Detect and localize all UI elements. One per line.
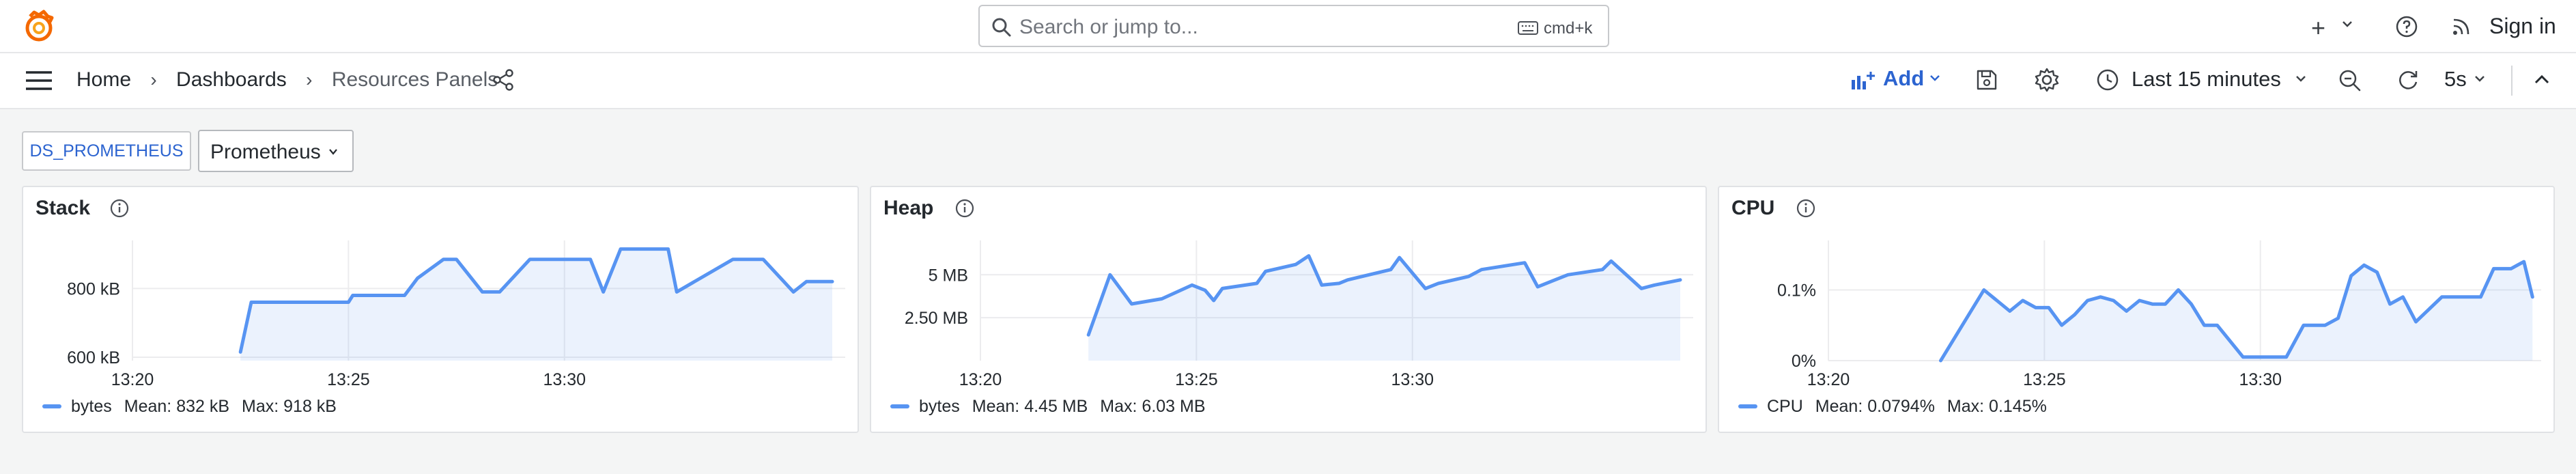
chevron-down-icon — [329, 149, 337, 155]
search-bar[interactable]: Search or jump to... cmd+k — [978, 5, 1609, 47]
divider — [2511, 66, 2513, 96]
variable-label: DS_PROMETHEUS — [22, 131, 191, 171]
chevron-down-icon — [1930, 75, 1940, 81]
series-line — [1939, 260, 2534, 363]
panel-title: Stack — [36, 197, 91, 219]
legend-series-name[interactable]: bytes — [71, 396, 112, 416]
y-tick-label: 600 kB — [67, 348, 120, 367]
add-panel-icon — [1852, 72, 1875, 89]
breadcrumb-separator-icon: › — [150, 69, 157, 91]
info-icon[interactable] — [954, 198, 975, 219]
legend-swatch — [890, 404, 909, 409]
series-area — [1940, 262, 2533, 361]
y-tick-label: 5 MB — [929, 266, 968, 285]
x-tick-label: 13:25 — [2023, 370, 2066, 389]
panel-title: CPU — [1731, 197, 1775, 219]
y-tick-label: 0.1% — [1777, 281, 1816, 300]
share-icon[interactable] — [492, 68, 515, 92]
breadcrumb-home[interactable]: Home — [76, 68, 132, 92]
x-tick-label: 13:20 — [111, 370, 154, 389]
heap-chart: 2.50 MB 5 MB 13:20 13:25 13:30 — [905, 240, 1693, 389]
breadcrumb: Home › Dashboards › Resources Panels — [76, 68, 498, 92]
legend-max: Max: 918 kB — [242, 396, 337, 416]
search-icon — [992, 18, 1011, 37]
info-icon[interactable] — [109, 198, 130, 219]
chevron-down-icon[interactable] — [2294, 74, 2308, 85]
legend: bytes Mean: 4.45 MB Max: 6.03 MB — [890, 396, 1206, 417]
x-tick-label: 13:20 — [959, 370, 1002, 389]
breadcrumb-separator-icon: › — [306, 69, 313, 91]
legend-mean: Mean: 4.45 MB — [972, 396, 1088, 416]
panel-title: Heap — [883, 197, 934, 219]
y-tick-label: 800 kB — [67, 279, 120, 298]
panel-cpu[interactable]: 0% 0.1% 13:20 13:25 13:30 CPU CPU Mean: 0.079… — [1718, 186, 2555, 433]
x-tick-label: 13:20 — [1807, 370, 1850, 389]
search-shortcut: cmd+k — [1544, 19, 1593, 38]
gear-icon[interactable] — [2034, 67, 2060, 93]
y-tick-label: 2.50 MB — [905, 309, 968, 328]
zoom-out-icon[interactable] — [2338, 68, 2362, 93]
legend-series-name[interactable]: bytes — [919, 396, 960, 416]
stack-chart: 600 kB 800 kB 13:20 13:25 13:30 — [67, 240, 845, 389]
top-bar: Search or jump to... cmd+k + Sign in — [0, 0, 2576, 53]
panel-stack[interactable]: 600 kB 800 kB 13:20 13:25 13:30 Stack bytes M… — [22, 186, 859, 433]
refresh-interval-picker[interactable]: 5s — [2444, 67, 2467, 91]
x-tick-label: 13:30 — [2239, 370, 2282, 389]
series-line — [1086, 254, 1682, 337]
help-icon[interactable] — [2395, 15, 2418, 38]
keyboard-icon — [1518, 21, 1538, 35]
time-range-picker[interactable]: Last 15 minutes — [2132, 67, 2281, 91]
legend-swatch — [42, 404, 61, 409]
panel-heap[interactable]: 2.50 MB 5 MB 13:20 13:25 13:30 Heap bytes Mea… — [870, 186, 1707, 433]
add-button-label: Add — [1883, 66, 1925, 90]
series-area — [240, 249, 832, 361]
menu-icon[interactable] — [25, 70, 53, 92]
legend: CPU Mean: 0.0794% Max: 0.145% — [1738, 396, 2047, 417]
save-icon[interactable] — [1975, 68, 1998, 92]
chevron-up-icon[interactable] — [2533, 72, 2551, 86]
dashboard-nav-bar: Home › Dashboards › Resources Panels Add — [0, 53, 2576, 109]
chevron-down-icon[interactable] — [2340, 19, 2354, 30]
new-button[interactable]: + — [2311, 14, 2326, 42]
x-tick-label: 13:30 — [543, 370, 586, 389]
refresh-icon[interactable] — [2396, 68, 2420, 92]
cpu-chart: 0% 0.1% 13:20 13:25 13:30 — [1777, 240, 2541, 389]
series-line — [238, 247, 834, 354]
chevron-down-icon[interactable] — [2473, 74, 2487, 85]
variable-value: Prometheus — [210, 141, 321, 163]
legend-swatch — [1738, 404, 1757, 409]
datasource-variable-select[interactable]: Prometheus — [198, 130, 354, 172]
x-tick-label: 13:25 — [327, 370, 370, 389]
x-tick-label: 13:25 — [1175, 370, 1218, 389]
y-tick-label: 0% — [1792, 352, 1816, 371]
search-placeholder: Search or jump to... — [1019, 16, 1198, 38]
legend-mean: Mean: 0.0794% — [1815, 396, 1935, 416]
legend-max: Max: 6.03 MB — [1100, 396, 1206, 416]
clock-icon[interactable] — [2096, 68, 2119, 92]
x-tick-label: 13:30 — [1391, 370, 1434, 389]
legend: bytes Mean: 832 kB Max: 918 kB — [42, 396, 337, 417]
legend-series-name[interactable]: CPU — [1767, 396, 1803, 416]
series-area — [1088, 255, 1680, 361]
breadcrumb-dashboards[interactable]: Dashboards — [176, 68, 287, 92]
news-feed-icon[interactable] — [2451, 16, 2472, 37]
legend-mean: Mean: 832 kB — [124, 396, 230, 416]
sign-in-link[interactable]: Sign in — [2489, 14, 2556, 38]
breadcrumb-current: Resources Panels — [331, 68, 498, 92]
grafana-logo-icon[interactable] — [20, 8, 57, 45]
legend-max: Max: 0.145% — [1947, 396, 2047, 416]
info-icon[interactable] — [1796, 198, 1816, 219]
